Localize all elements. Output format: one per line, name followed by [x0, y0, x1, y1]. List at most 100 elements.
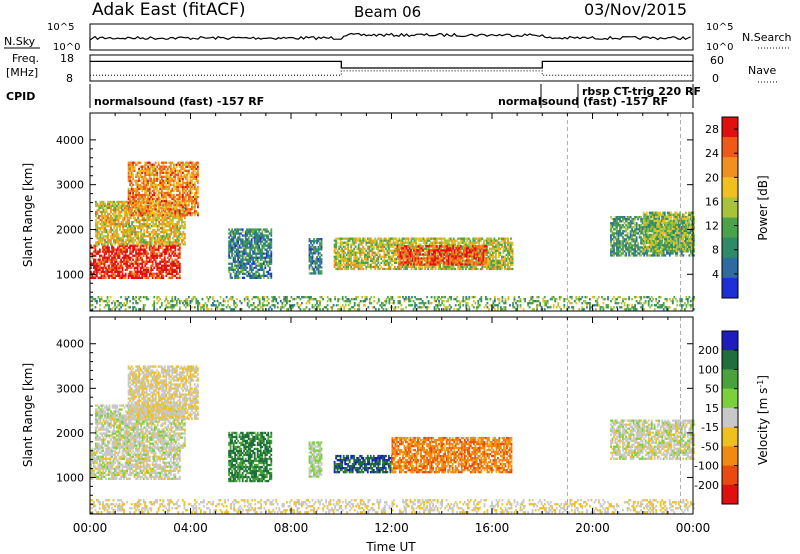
- power-cell: [240, 242, 242, 245]
- power-cell: [375, 247, 378, 250]
- power-cell: [259, 238, 262, 241]
- power-cell: [347, 267, 350, 271]
- power-cell: [168, 227, 171, 230]
- power-cell: [253, 248, 256, 251]
- power-cell: [250, 266, 253, 269]
- power-cell: [110, 227, 112, 230]
- power-cell: [400, 241, 402, 244]
- power-cell: [456, 253, 459, 256]
- power-cell: [115, 248, 118, 251]
- power-cell: [341, 249, 344, 252]
- power-cell: [453, 257, 456, 260]
- power-cell: [247, 236, 250, 239]
- power-cell: [177, 203, 180, 207]
- power-cell: [139, 195, 142, 199]
- power-cell: [185, 197, 187, 201]
- power-cell: [317, 240, 320, 243]
- power-cell: [105, 223, 108, 226]
- power-cell: [107, 200, 109, 204]
- power-cell: [270, 240, 273, 243]
- power-cell: [111, 252, 113, 255]
- power-cell: [265, 228, 268, 231]
- power-cell: [106, 244, 109, 247]
- power-cell: [136, 260, 139, 263]
- power-cell: [356, 265, 359, 269]
- power-cell: [173, 239, 176, 242]
- power-cell: [410, 241, 413, 244]
- power-cell: [232, 230, 235, 233]
- power-cell: [493, 255, 496, 258]
- power-cell: [177, 212, 180, 215]
- power-cell: [176, 237, 179, 240]
- power-cell: [107, 225, 109, 228]
- power-cell: [99, 256, 101, 259]
- power-cell: [157, 189, 160, 193]
- power-cell: [137, 225, 139, 228]
- power-cell: [371, 253, 374, 256]
- power-cell: [400, 239, 402, 242]
- power-cell: [495, 261, 497, 264]
- power-cell: [150, 264, 153, 267]
- power-cell: [172, 268, 175, 271]
- power-cell: [153, 216, 156, 220]
- power-cell: [130, 203, 133, 207]
- power-cell: [150, 260, 153, 263]
- power-cell: [182, 175, 184, 178]
- power-cell: [138, 206, 140, 209]
- power-cell: [446, 259, 449, 262]
- power-cell: [118, 266, 121, 269]
- power-cell: [311, 258, 314, 261]
- power-cell: [171, 167, 174, 170]
- power-cell: [180, 185, 183, 189]
- power-cell: [138, 191, 140, 195]
- power-cell: [460, 265, 463, 269]
- power-cell: [177, 197, 180, 201]
- power-cell: [172, 163, 175, 166]
- power-cell: [490, 247, 493, 250]
- power-cell: [114, 233, 117, 236]
- power-cell: [162, 169, 165, 172]
- power-cell: [108, 221, 111, 224]
- power-cell: [112, 254, 115, 257]
- power-cell: [160, 183, 163, 187]
- power-cell: [102, 244, 104, 247]
- power-cell: [129, 256, 131, 259]
- power-cell: [141, 214, 144, 217]
- power-cell: [111, 212, 114, 216]
- power-cell: [144, 187, 147, 191]
- power-cell: [441, 255, 444, 258]
- power-cell: [268, 242, 271, 245]
- power-cell: [249, 264, 252, 267]
- power-cell: [235, 230, 238, 233]
- power-cell: [402, 263, 405, 266]
- power-cell: [128, 216, 130, 220]
- power-cell: [478, 247, 481, 250]
- power-cell: [189, 179, 192, 182]
- power-cell: [489, 239, 491, 242]
- power-cell: [165, 246, 168, 249]
- power-cell: [255, 270, 258, 273]
- power-cell: [117, 241, 120, 244]
- power-cell: [375, 253, 378, 256]
- power-cell: [234, 272, 236, 275]
- power-cell: [138, 262, 140, 265]
- power-cell: [458, 245, 461, 248]
- power-cell: [177, 189, 180, 193]
- power-cell: [452, 257, 455, 260]
- power-cell: [116, 223, 118, 226]
- power-cell: [123, 248, 125, 251]
- power-cell: [264, 244, 267, 247]
- power-cell: [102, 216, 105, 220]
- power-cell: [317, 266, 320, 269]
- power-cell: [169, 250, 172, 253]
- power-cell: [91, 254, 94, 257]
- power-cell: [265, 236, 268, 239]
- power-cell: [496, 265, 499, 269]
- power-cell: [441, 257, 444, 260]
- power-cell: [452, 263, 455, 266]
- power-cell: [388, 265, 390, 269]
- power-cell: [138, 252, 140, 255]
- power-cell: [365, 243, 368, 246]
- power-cell: [120, 250, 122, 253]
- power-cell: [407, 251, 409, 254]
